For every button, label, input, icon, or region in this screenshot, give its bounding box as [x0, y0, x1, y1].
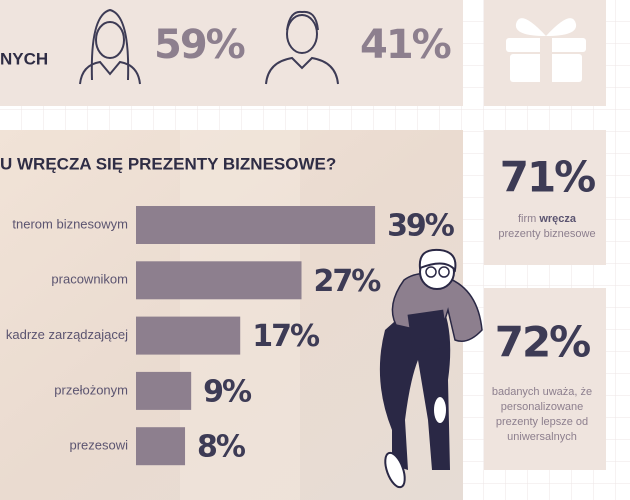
stat-value: 72% — [495, 318, 590, 367]
category-label: tnerom biznesowym — [12, 216, 128, 231]
bars: tnerom biznesowym 39% pracownikom 27% kadrze… — [6, 206, 457, 466]
stat-panel — [484, 288, 606, 470]
value-label: 27% — [314, 264, 382, 299]
stat-lines: badanych uważa, że personalizowane prezent… — [492, 386, 592, 443]
value-label: 8% — [197, 430, 246, 465]
category-label: kadrze zarządzającej — [6, 327, 128, 342]
bar — [136, 261, 302, 300]
gender-label: NYCH — [0, 49, 48, 68]
value-label: 39% — [387, 209, 455, 244]
photo-blur — [180, 130, 300, 500]
stat-text: firm wręcza — [518, 213, 577, 225]
bar — [136, 371, 192, 410]
stat-text-part: firm — [518, 213, 539, 225]
stat-panel — [484, 130, 606, 265]
bar — [136, 206, 376, 244]
stat-text: prezenty biznesowe — [498, 228, 595, 240]
bar — [136, 427, 186, 466]
stat-text: prezenty lepsze od — [496, 416, 588, 428]
man-icon — [265, 10, 339, 85]
gender-panel — [0, 0, 463, 106]
woman-icon — [79, 8, 141, 85]
stat-value: 71% — [500, 153, 595, 202]
value-label: 17% — [252, 319, 320, 354]
category-label: prezesowi — [69, 438, 128, 453]
category-label: pracownikom — [51, 272, 128, 287]
bar — [136, 316, 241, 355]
stat-text-bold: wręcza — [538, 213, 577, 225]
chart-title: U WRĘCZA SIĘ PREZENTY BIZNESOWE? — [0, 154, 336, 173]
women-percent: 59% — [154, 22, 245, 68]
stat-text: uniwersalnych — [507, 431, 577, 443]
value-label: 9% — [203, 374, 252, 409]
gift-icon — [506, 18, 586, 82]
men-percent: 41% — [360, 22, 451, 68]
stat-text: personalizowane — [501, 401, 584, 413]
category-label: przełożonym — [54, 382, 128, 397]
stat-text: badanych uważa, że — [492, 386, 592, 398]
person-illustration — [379, 248, 483, 489]
